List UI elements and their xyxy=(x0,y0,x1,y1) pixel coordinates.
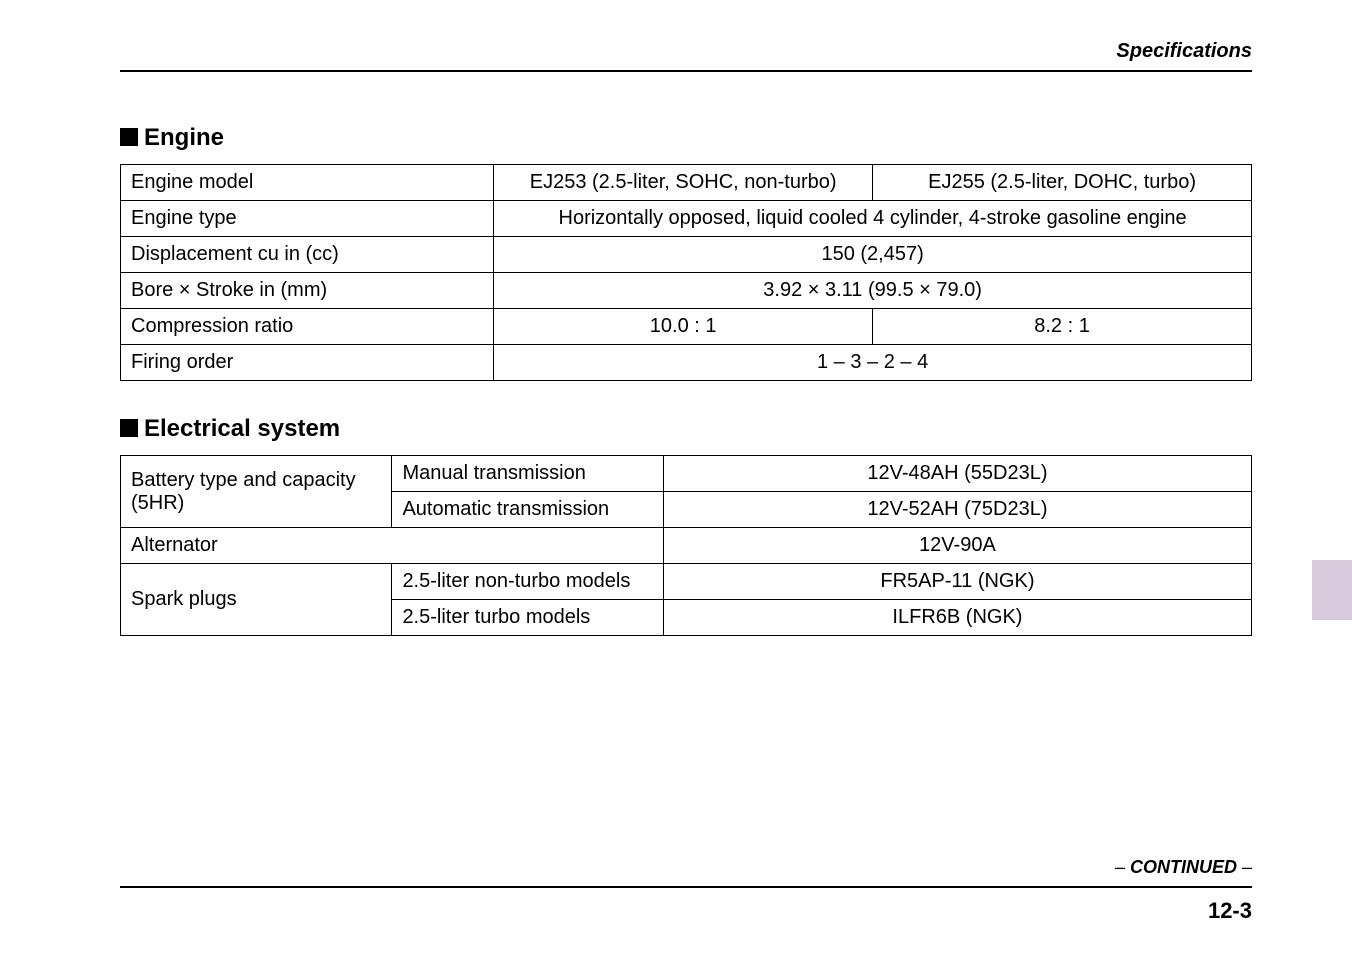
table-row: Engine type Horizontally opposed, liquid… xyxy=(121,201,1252,237)
cell-label: Alternator xyxy=(121,528,664,564)
square-bullet-icon xyxy=(120,128,138,146)
cell-value: 150 (2,457) xyxy=(494,237,1252,273)
table-row: Bore × Stroke in (mm) 3.92 × 3.11 (99.5 … xyxy=(121,273,1252,309)
table-row: Engine model EJ253 (2.5-liter, SOHC, non… xyxy=(121,165,1252,201)
cell-value: 12V-52AH (75D23L) xyxy=(663,492,1251,528)
cell-value: 10.0 : 1 xyxy=(494,309,873,345)
cell-sublabel: Automatic transmission xyxy=(392,492,663,528)
page-header-title: Specifications xyxy=(1116,40,1252,63)
cell-value: 8.2 : 1 xyxy=(873,309,1252,345)
cell-value: Horizontally opposed, liquid cooled 4 cy… xyxy=(494,201,1252,237)
electrical-table: Battery type and capacity (5HR) Manual t… xyxy=(120,455,1252,636)
table-row: Compression ratio 10.0 : 1 8.2 : 1 xyxy=(121,309,1252,345)
cell-label: Bore × Stroke in (mm) xyxy=(121,273,494,309)
cell-value: 1 – 3 – 2 – 4 xyxy=(494,345,1252,381)
cell-value: ILFR6B (NGK) xyxy=(663,600,1251,636)
cell-sublabel: 2.5-liter turbo models xyxy=(392,600,663,636)
table-row: Alternator 12V-90A xyxy=(121,528,1252,564)
table-row: Displacement cu in (cc) 150 (2,457) xyxy=(121,237,1252,273)
cell-label: Engine model xyxy=(121,165,494,201)
engine-table: Engine model EJ253 (2.5-liter, SOHC, non… xyxy=(120,164,1252,381)
cell-value: 3.92 × 3.11 (99.5 × 79.0) xyxy=(494,273,1252,309)
engine-heading: Engine xyxy=(120,124,1252,152)
electrical-heading-text: Electrical system xyxy=(144,415,340,442)
table-row: Firing order 1 – 3 – 2 – 4 xyxy=(121,345,1252,381)
cell-sublabel: Manual transmission xyxy=(392,456,663,492)
cell-label: Compression ratio xyxy=(121,309,494,345)
electrical-heading: Electrical system xyxy=(120,415,1252,443)
page-number: 12-3 xyxy=(120,898,1252,924)
table-row: Spark plugs 2.5-liter non-turbo models F… xyxy=(121,564,1252,600)
cell-label: Firing order xyxy=(121,345,494,381)
table-row: Battery type and capacity (5HR) Manual t… xyxy=(121,456,1252,492)
cell-value: EJ255 (2.5-liter, DOHC, turbo) xyxy=(873,165,1252,201)
square-bullet-icon xyxy=(120,419,138,437)
footer-rule xyxy=(120,886,1252,888)
engine-heading-text: Engine xyxy=(144,124,224,151)
cell-value: FR5AP-11 (NGK) xyxy=(663,564,1251,600)
header-rule xyxy=(120,70,1252,72)
side-tab xyxy=(1312,560,1352,620)
cell-label: Engine type xyxy=(121,201,494,237)
cell-value: 12V-48AH (55D23L) xyxy=(663,456,1251,492)
cell-value: EJ253 (2.5-liter, SOHC, non-turbo) xyxy=(494,165,873,201)
cell-value: 12V-90A xyxy=(663,528,1251,564)
cell-sublabel: 2.5-liter non-turbo models xyxy=(392,564,663,600)
cell-label: Battery type and capacity (5HR) xyxy=(121,456,392,528)
cell-label: Spark plugs xyxy=(121,564,392,636)
footer-continued-text: CONTINUED xyxy=(1130,857,1237,877)
cell-label: Displacement cu in (cc) xyxy=(121,237,494,273)
footer-continued: – CONTINUED – xyxy=(120,857,1252,878)
